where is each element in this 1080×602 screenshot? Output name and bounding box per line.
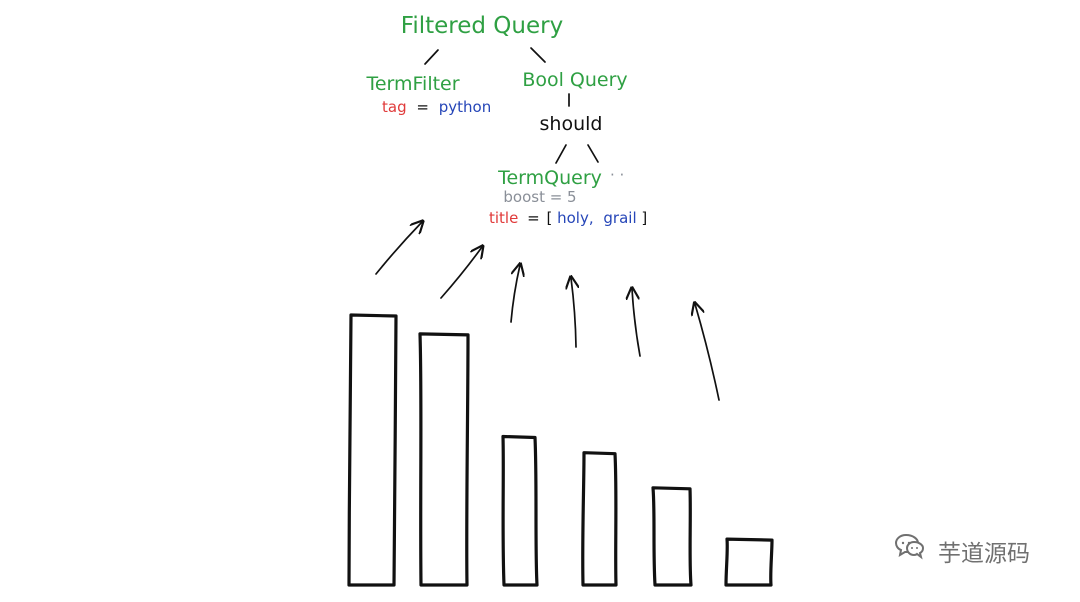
watermark: 芋道源码 bbox=[894, 533, 1030, 567]
title-open-bracket: [ bbox=[546, 209, 552, 227]
should-label: should bbox=[540, 113, 603, 135]
title-value-holy: holy, bbox=[557, 209, 594, 227]
title-expression: title = [ holy, grail ] bbox=[489, 209, 647, 227]
wechat-icon bbox=[894, 533, 925, 560]
term-filter-label: TermFilter bbox=[365, 73, 459, 95]
arrow-1 bbox=[375, 222, 422, 275]
term-filter-expression: tag = python bbox=[382, 98, 491, 116]
title-close-bracket: ] bbox=[641, 209, 647, 227]
arrow-5 bbox=[632, 289, 641, 357]
bar-1 bbox=[347, 313, 398, 587]
term-query-dots: · · bbox=[610, 166, 624, 184]
arrow-2 bbox=[440, 247, 482, 299]
arrow-6 bbox=[695, 304, 720, 401]
bars-layer bbox=[347, 313, 774, 587]
bar-2 bbox=[418, 332, 470, 587]
title-field: title bbox=[489, 209, 518, 227]
term-query-label: TermQuery bbox=[497, 167, 602, 189]
connector-should-left bbox=[555, 144, 567, 164]
bar-5 bbox=[651, 486, 693, 587]
bool-query-label: Bool Query bbox=[522, 69, 627, 91]
connector-should-right bbox=[587, 144, 599, 163]
boost-label: boost = 5 bbox=[503, 188, 576, 206]
connector-root-boolquery bbox=[530, 47, 546, 63]
filtered-query-label: Filtered Query bbox=[401, 13, 563, 39]
arrow-4 bbox=[571, 278, 576, 348]
bar-4 bbox=[581, 451, 618, 587]
title-value-grail: grail bbox=[603, 209, 636, 227]
tag-value: python bbox=[439, 98, 491, 116]
tag-equals: = bbox=[416, 98, 429, 116]
bar-3 bbox=[501, 434, 539, 587]
tag-field: tag bbox=[382, 98, 407, 116]
arrows-layer bbox=[375, 222, 720, 401]
watermark-text: 芋道源码 bbox=[938, 541, 1030, 567]
arrow-3 bbox=[510, 265, 520, 323]
title-equals: = bbox=[527, 209, 540, 227]
bar-6 bbox=[724, 537, 774, 587]
connector-root-termfilter bbox=[424, 49, 439, 65]
